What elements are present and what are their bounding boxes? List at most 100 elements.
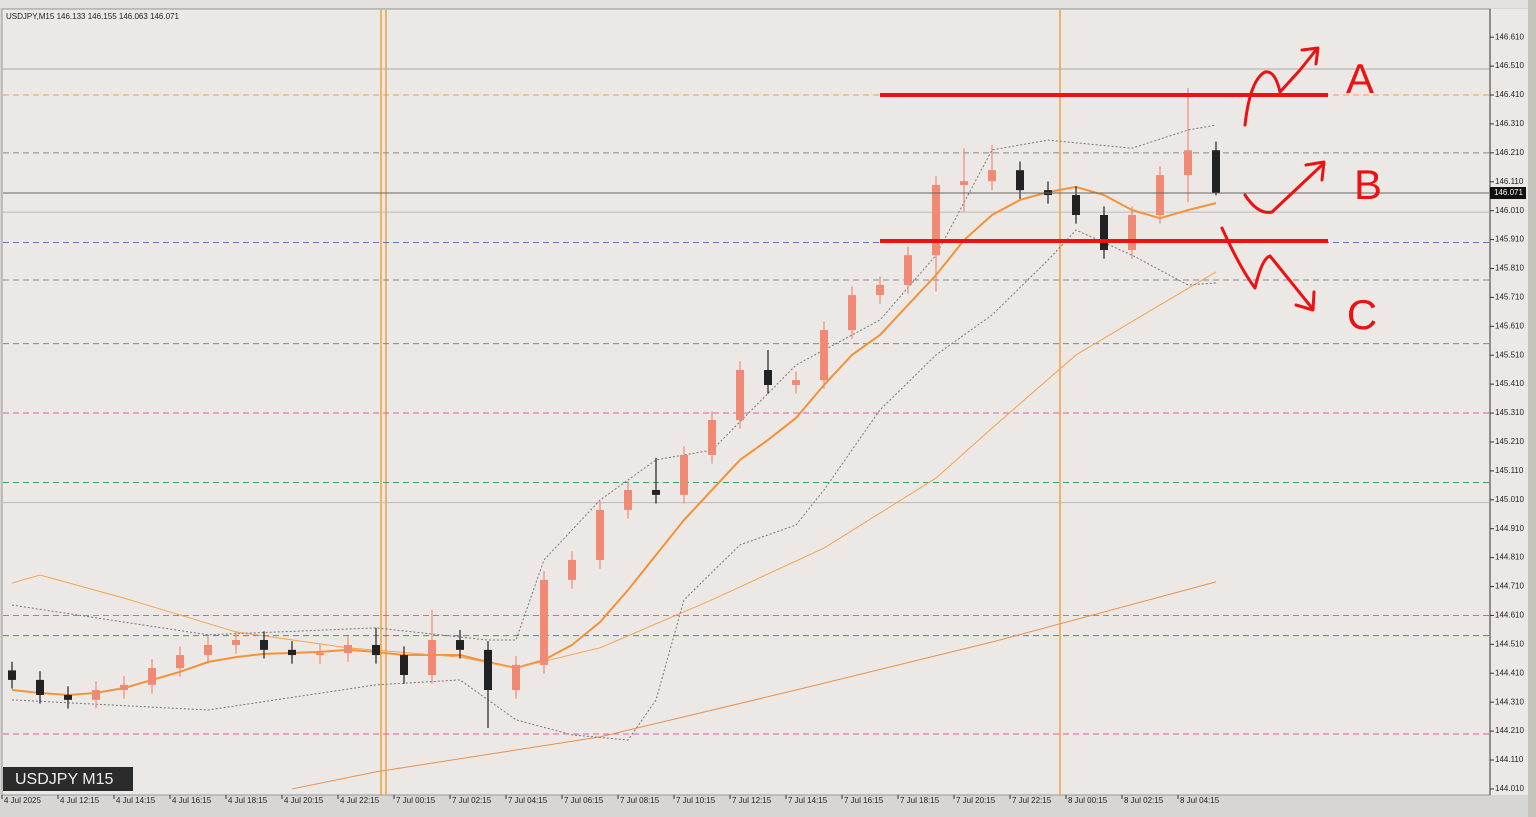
plot-area	[1, 8, 1491, 796]
y-tick-label: 145.310	[1495, 408, 1524, 417]
y-tick-label: 145.110	[1495, 466, 1524, 475]
y-tick-label: 146.010	[1495, 206, 1524, 215]
candle-body	[848, 295, 856, 331]
y-tick-label: 146.210	[1495, 148, 1524, 157]
candle-body	[1100, 214, 1108, 250]
candle-body	[456, 640, 464, 650]
candle-body	[680, 454, 688, 495]
candle-body	[764, 369, 772, 386]
candle-body	[260, 640, 268, 650]
arrow-b-head	[1304, 160, 1326, 182]
y-tick-label: 145.910	[1495, 235, 1524, 244]
annotation: C	[1347, 291, 1377, 338]
candle-body	[1072, 195, 1080, 215]
x-tick-label: 7 Jul 08:15	[620, 796, 660, 805]
candle-body	[64, 694, 72, 700]
candle-body	[400, 655, 408, 676]
x-tick-label: 7 Jul 06:15	[564, 796, 604, 805]
candle-body	[960, 181, 968, 185]
y-tick-label: 144.110	[1495, 755, 1524, 764]
candle-body	[792, 380, 800, 386]
y-tick-label: 144.310	[1495, 697, 1524, 706]
candle-body	[36, 679, 44, 695]
indicator-line	[11, 229, 1217, 741]
y-tick-label: 144.510	[1495, 639, 1524, 648]
candle-body	[624, 489, 632, 510]
candle-body	[904, 255, 912, 285]
y-tick-label: 144.710	[1495, 582, 1524, 591]
x-tick-label: 7 Jul 02:15	[452, 796, 492, 805]
candle-body	[540, 579, 548, 665]
y-tick-label: 146.410	[1495, 90, 1524, 99]
indicator-line	[11, 271, 1217, 669]
y-tick-label: 146.110	[1495, 177, 1524, 186]
x-tick-label: 8 Jul 00:15	[1068, 796, 1108, 805]
x-tick-label: 4 Jul 18:15	[228, 796, 268, 805]
x-tick-label: 7 Jul 18:15	[900, 796, 940, 805]
header: USDJPY,M15 146.133 146.155 146.063 146.0…	[6, 12, 180, 21]
indicator-line	[11, 124, 1217, 641]
close: 146.071	[150, 12, 179, 21]
candle-body	[232, 640, 240, 645]
y-tick-label: 145.510	[1495, 350, 1524, 359]
candle-body	[372, 644, 380, 656]
symbol: USDJPY,M15	[6, 12, 55, 21]
y-tick-label: 145.610	[1495, 321, 1524, 330]
indicator-line	[291, 581, 1217, 790]
candle-body	[316, 653, 324, 656]
y-tick-label: 144.010	[1495, 784, 1524, 793]
scrollbar	[1528, 0, 1536, 817]
candle-body	[708, 419, 716, 455]
watermark: USDJPY M15	[15, 771, 114, 788]
y-tick-label: 145.810	[1495, 264, 1524, 273]
candle-body	[120, 684, 128, 691]
x-tick-label: 4 Jul 20:15	[284, 796, 324, 805]
y-tick-label: 144.410	[1495, 668, 1524, 677]
x-tick-label: 4 Jul 12:15	[60, 796, 100, 805]
candle-body	[736, 369, 744, 420]
arrow-c	[1220, 226, 1314, 310]
candle-body	[8, 670, 16, 680]
candle-body	[1128, 214, 1136, 250]
candle-body	[1016, 170, 1024, 191]
candle-body	[568, 559, 576, 580]
x-tick-label: 4 Jul 2025	[4, 796, 41, 805]
candle-body	[820, 330, 828, 381]
x-tick-label: 7 Jul 20:15	[956, 796, 996, 805]
x-tick-label: 4 Jul 22:15	[340, 796, 380, 805]
x-tick-label: 7 Jul 10:15	[676, 796, 716, 805]
candle-body	[1184, 150, 1192, 176]
annotation: B	[1354, 161, 1382, 208]
annotation: A	[1346, 55, 1374, 102]
y-tick-label: 146.610	[1495, 32, 1524, 41]
last-price-label: 146.071	[1494, 188, 1523, 197]
candle-body	[288, 649, 296, 656]
candle-body	[92, 690, 100, 700]
high: 146.155	[88, 12, 117, 21]
price-axis	[1490, 9, 1528, 795]
x-tick-label: 7 Jul 22:15	[1012, 796, 1052, 805]
indicator-line	[11, 185, 1217, 696]
open: 146.133	[57, 12, 86, 21]
candle-body	[512, 664, 520, 691]
candle-body	[204, 644, 212, 656]
x-tick-label: 4 Jul 16:15	[172, 796, 212, 805]
candle-body	[344, 644, 352, 654]
arrow-a-head	[1300, 46, 1320, 66]
candle-body	[988, 170, 996, 182]
candle-body	[652, 489, 660, 495]
watermark-box	[3, 767, 133, 791]
candle-body	[876, 284, 884, 296]
x-tick-label: 7 Jul 14:15	[788, 796, 828, 805]
arrow-c-head	[1294, 290, 1316, 312]
last-price-box	[1490, 187, 1526, 200]
x-tick-label: 7 Jul 00:15	[396, 796, 436, 805]
low: 146.063	[119, 12, 148, 21]
y-tick-label: 145.010	[1495, 495, 1524, 504]
x-tick-label: 7 Jul 16:15	[844, 796, 884, 805]
candle-body	[148, 668, 156, 685]
x-tick-label: 7 Jul 04:15	[508, 796, 548, 805]
y-tick-label: 146.510	[1495, 61, 1524, 70]
y-tick-label: 145.210	[1495, 437, 1524, 446]
x-tick-label: 7 Jul 12:15	[732, 796, 772, 805]
